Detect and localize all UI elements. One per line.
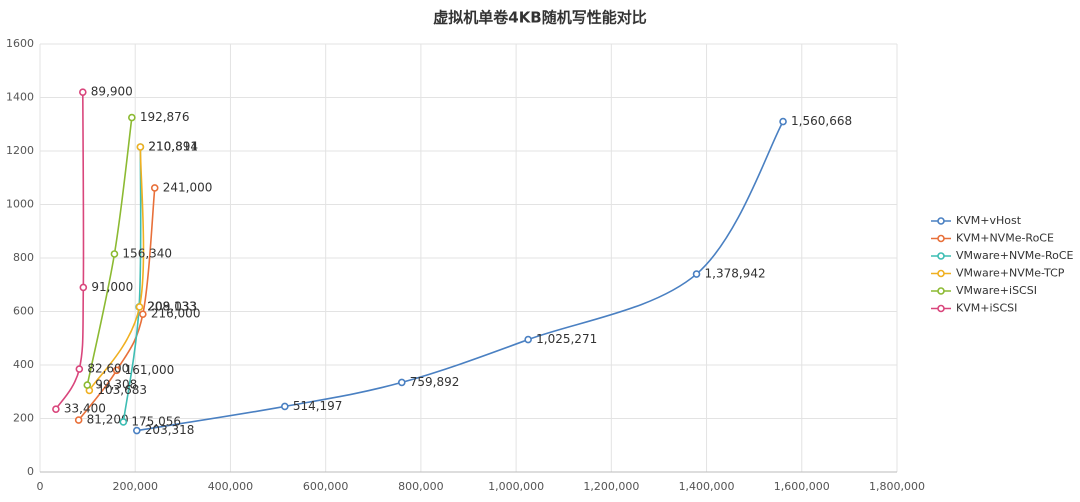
- data-point: [692, 270, 701, 278]
- data-label: 1,378,942: [705, 267, 766, 281]
- y-tick-label: 200: [13, 412, 34, 425]
- data-label: 1,025,271: [536, 332, 597, 346]
- series-line: [136, 121, 784, 432]
- x-tick-label: 800,000: [398, 480, 444, 493]
- y-tick-label: 400: [13, 358, 34, 371]
- data-label: 161,000: [125, 363, 175, 377]
- y-tick-label: 1400: [6, 91, 34, 104]
- x-tick-label: 1,800,000: [869, 480, 925, 493]
- data-label: 175,056: [131, 414, 181, 428]
- legend-label: VMware+NVMe-RoCE: [956, 249, 1074, 262]
- data-point: [79, 283, 88, 292]
- data-point: [136, 143, 145, 151]
- data-point: [110, 250, 119, 258]
- x-tick-label: 0: [37, 480, 44, 493]
- data-point: [135, 303, 144, 311]
- data-point: [779, 117, 787, 126]
- x-tick-label: 200,000: [112, 480, 158, 493]
- x-tick-label: 400,000: [208, 480, 254, 493]
- data-label: 91,000: [91, 280, 133, 294]
- legend-marker: [937, 287, 945, 295]
- legend-marker: [937, 269, 945, 278]
- y-tick-label: 800: [13, 251, 34, 264]
- data-point: [83, 381, 92, 389]
- legend-marker: [937, 217, 945, 225]
- data-label: 203,318: [145, 423, 195, 437]
- data-label: 82,600: [87, 362, 129, 376]
- data-point: [150, 184, 159, 192]
- data-point: [281, 402, 289, 411]
- series-line: [78, 187, 156, 421]
- x-tick-label: 600,000: [303, 480, 349, 493]
- data-label: 209,033: [148, 299, 198, 313]
- data-point: [52, 405, 60, 413]
- legend-marker: [937, 304, 945, 313]
- legend-label: VMware+iSCSI: [956, 284, 1037, 297]
- data-label: 192,876: [140, 110, 190, 124]
- data-label: 81,200: [87, 413, 129, 427]
- data-label: 210,891: [148, 139, 198, 153]
- y-tick-label: 1000: [6, 198, 34, 211]
- y-tick-label: 0: [27, 465, 34, 478]
- legend-marker: [937, 252, 945, 260]
- data-point: [112, 366, 121, 375]
- data-label: 216,000: [151, 307, 201, 321]
- x-tick-label: 1,200,000: [583, 480, 639, 493]
- data-point: [119, 418, 128, 426]
- chart-title: 虚拟机单卷4KB随机写性能对比: [433, 9, 647, 27]
- data-label: 103,683: [97, 383, 147, 397]
- data-point: [75, 365, 84, 373]
- data-point: [397, 378, 406, 387]
- legend-label: KVM+vHost: [956, 214, 1022, 227]
- data-label: 514,197: [293, 399, 343, 413]
- data-label: 1,560,668: [791, 114, 852, 128]
- x-tick-label: 1,600,000: [774, 480, 830, 493]
- data-label: 33,400: [64, 402, 106, 416]
- legend-label: KVM+iSCSI: [956, 302, 1017, 315]
- data-point: [74, 416, 83, 424]
- data-label: 759,892: [410, 375, 460, 389]
- data-point: [133, 426, 141, 435]
- data-point: [139, 310, 147, 318]
- data-label: 241,000: [163, 180, 213, 194]
- y-tick-label: 600: [13, 305, 34, 318]
- data-label: 156,340: [122, 246, 172, 260]
- y-tick-label: 1600: [6, 37, 34, 50]
- data-label: 89,900: [91, 85, 133, 99]
- x-tick-label: 1,000,000: [488, 480, 544, 493]
- legend-label: KVM+NVMe-RoCE: [956, 232, 1054, 245]
- data-label: 99,308: [95, 378, 137, 392]
- data-label: 210,814: [148, 139, 198, 153]
- y-tick-label: 1200: [6, 144, 34, 157]
- x-tick-label: 1,400,000: [679, 480, 735, 493]
- data-label: 208,133: [147, 299, 197, 313]
- data-point: [524, 335, 532, 344]
- data-point: [79, 88, 87, 96]
- legend-label: VMware+NVMe-TCP: [956, 267, 1065, 280]
- legend-marker: [937, 234, 945, 243]
- series-line: [55, 92, 85, 410]
- data-point: [128, 113, 136, 122]
